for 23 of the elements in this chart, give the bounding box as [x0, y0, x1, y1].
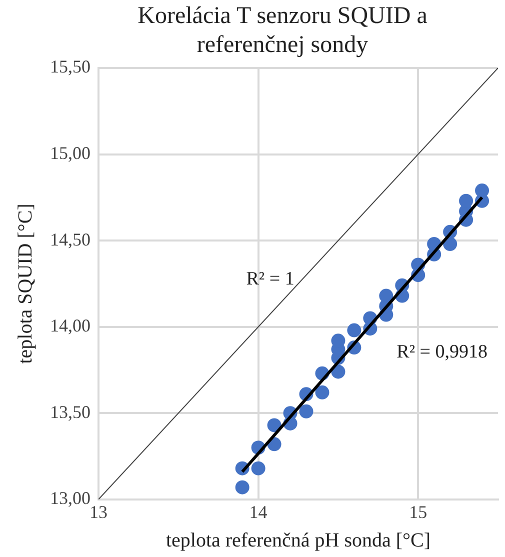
chart-title: Korelácia T senzoru SQUID a referenčnej sondy	[136, 2, 428, 60]
y-tick-label: 15,00	[50, 143, 90, 164]
point	[315, 385, 330, 400]
y-tick-label: 15,50	[50, 56, 90, 77]
point	[475, 184, 490, 198]
annotation: R² = 0,9918	[396, 342, 488, 363]
annotation: R² = 1	[246, 268, 294, 290]
y-tick-label: 13,50	[50, 402, 90, 422]
x-axis-title: teplota referenčná pH sonda [°C]	[166, 529, 431, 552]
x-tick-label: 14	[249, 502, 268, 522]
y-tick-label: 14,00	[50, 316, 90, 336]
point	[251, 461, 266, 476]
y-axis-title: teplota SQUID [°C]	[14, 204, 36, 364]
y-tick-label: 13,00	[50, 488, 90, 508]
point	[459, 194, 474, 208]
point	[267, 418, 282, 432]
y-tick-label: 14,50	[50, 229, 90, 250]
point	[235, 480, 250, 494]
x-tick-label: 13	[90, 502, 108, 522]
x-tick-label: 15	[409, 502, 428, 522]
point	[379, 288, 394, 303]
point	[347, 323, 362, 338]
point	[299, 404, 314, 418]
